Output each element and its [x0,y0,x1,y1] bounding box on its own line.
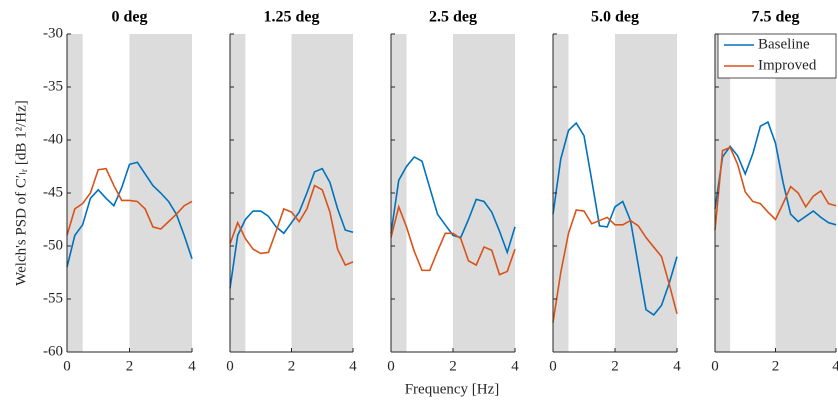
series-line [390,204,516,276]
x-tick-label: 4 [673,358,681,374]
y-axis-label: Welch's PSD of C′ₗᵣ [dB 1²/Hz] [13,100,29,286]
x-tick-label: 0 [387,358,395,374]
legend-label: Baseline [758,36,810,52]
shaded-region [391,34,407,352]
x-tick-label: 0 [549,358,557,374]
shaded-region [553,34,569,352]
x-tick-label: 4 [511,358,519,374]
x-tick-label: 0 [63,358,71,374]
y-tick-label: -50 [43,237,63,253]
x-tick-label: 0 [226,358,234,374]
panel-title: 0 deg [112,9,148,26]
y-tick-label: -40 [43,131,63,147]
series-line [552,121,678,316]
x-tick-label: 4 [349,358,357,374]
x-tick-label: 2 [772,358,780,374]
x-tick-label: 2 [126,358,134,374]
series-line [66,167,193,236]
shaded-region [775,34,836,352]
series-line [552,209,678,323]
x-tick-label: 4 [832,358,838,374]
panel-title: 1.25 deg [264,9,320,26]
x-tick-label: 0 [711,358,719,374]
series-line [714,120,837,226]
series-line [229,167,354,289]
y-tick-label: -30 [43,25,63,41]
legend-box [717,33,837,79]
series-line [229,184,354,267]
y-tick-label: -55 [43,290,63,306]
series-line [390,155,516,255]
y-tick-label: -45 [43,184,63,200]
shaded-region [67,34,83,352]
shaded-region [230,34,246,352]
y-tick-label: -60 [43,343,63,359]
shaded-region [291,34,353,352]
panel-title: 7.5 deg [752,9,800,26]
shaded-region [615,34,677,352]
y-tick-label: -35 [43,78,63,94]
x-tick-label: 2 [288,358,296,374]
x-axis-label: Frequency [Hz] [405,381,500,397]
shaded-region [715,34,731,352]
x-tick-label: 2 [449,358,457,374]
series-line [714,146,837,231]
legend-label: Improved [758,57,817,73]
shaded-region [453,34,515,352]
panel-title: 5.0 deg [591,9,639,26]
panel-title: 2.5 deg [429,9,477,26]
x-tick-label: 2 [611,358,619,374]
series-line [66,161,193,268]
x-tick-label: 4 [188,358,196,374]
